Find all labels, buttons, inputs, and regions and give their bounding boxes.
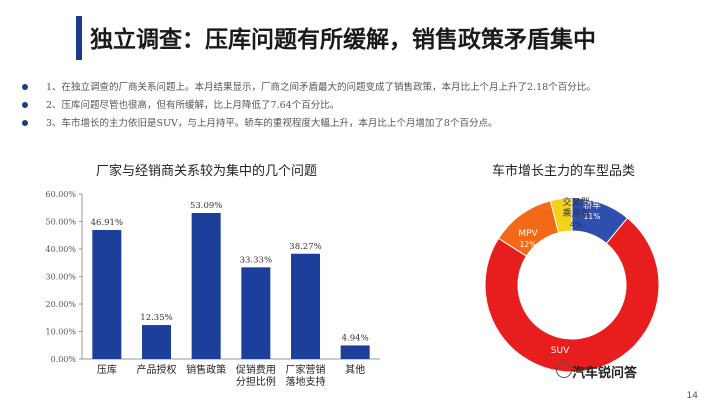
slice-label: 12% (520, 240, 537, 249)
bar (340, 345, 370, 359)
slice-label: 11% (584, 212, 601, 221)
x-category-label: 促销费用 (236, 363, 276, 376)
bar (191, 213, 221, 359)
x-category-label: 产品授权 (137, 363, 177, 376)
x-category-label: 其他 (345, 363, 365, 376)
bar-data-label: 12.35% (140, 313, 172, 323)
donut-slice (484, 217, 660, 373)
bar (142, 325, 171, 359)
page-title: 独立调查：压库问题有所缓解，销售政策矛盾集中 (90, 27, 596, 53)
slice-label: 交叉型 (562, 196, 589, 208)
y-tick-label: 60.00% (45, 190, 76, 199)
page-number: 14 (686, 391, 698, 401)
title-accent-bar (76, 16, 82, 60)
x-category-label: 销售政策 (186, 363, 226, 376)
bullet-text: 3、车市增长的主力依旧是SUV，与上月持平。轿车的重视程度大幅上升，本月比上个月… (46, 118, 498, 129)
x-category-label: 压库 (97, 363, 117, 376)
y-tick-label: 30.00% (45, 273, 76, 282)
bar (241, 267, 271, 359)
y-tick-label: 40.00% (45, 245, 76, 254)
bullet-dot-icon (22, 120, 28, 126)
donut-slice (549, 197, 573, 234)
x-category-label: 落地支持 (286, 375, 326, 388)
slice-label: 轿车 (583, 199, 601, 211)
bullet-text: 1、在独立调查的厂商关系问题上。本月结果显示，厂商之间矛盾最大的问题变成了销售政… (46, 82, 596, 93)
bullet-dot-icon (22, 84, 28, 90)
bar (291, 253, 320, 359)
chat-bubble-icon (556, 362, 572, 378)
bar-data-label: 4.94% (342, 333, 369, 343)
y-tick-label: 50.00% (45, 218, 76, 227)
slice-label: MPV (518, 229, 538, 239)
x-category-label: 厂家营销 (286, 363, 326, 376)
donut-chart-title: 车市增长主力的车型品类 (492, 164, 636, 179)
bar-data-label: 46.91% (91, 218, 123, 228)
bar-data-label: 38.27% (289, 242, 321, 252)
bullet-item: 3、车市增长的主力依旧是SUV，与上月持平。轿车的重视程度大幅上升，本月比上个月… (22, 116, 702, 131)
slice-label: 4% (570, 220, 582, 229)
bullet-item: 1、在独立调查的厂商关系问题上。本月结果显示，厂商之间矛盾最大的问题变成了销售政… (22, 80, 702, 95)
bullet-text: 2、压库问题尽管也很高，但有所缓解，比上月降低了7.64个百分比。 (46, 100, 340, 111)
bar-data-label: 33.33% (240, 255, 272, 265)
bar-data-label: 53.09% (190, 201, 222, 211)
bullet-item: 2、压库问题尽管也很高，但有所缓解，比上月降低了7.64个百分比。 (22, 98, 702, 113)
watermark: 汽车锐问答 (572, 366, 638, 381)
bar (92, 229, 122, 359)
bullet-list: 1、在独立调查的厂商关系问题上。本月结果显示，厂商之间矛盾最大的问题变成了销售政… (22, 80, 702, 134)
bullet-dot-icon (22, 102, 28, 108)
y-tick-label: 0.00% (51, 355, 77, 364)
slice-label: SUV (551, 346, 570, 356)
bar-chart-title: 厂家与经销商关系较为集中的几个问题 (96, 164, 318, 179)
x-category-label: 分担比例 (236, 375, 276, 388)
y-tick-label: 20.00% (45, 300, 76, 309)
y-tick-label: 10.00% (45, 328, 76, 337)
slice-label: 乘用车 (562, 207, 589, 219)
